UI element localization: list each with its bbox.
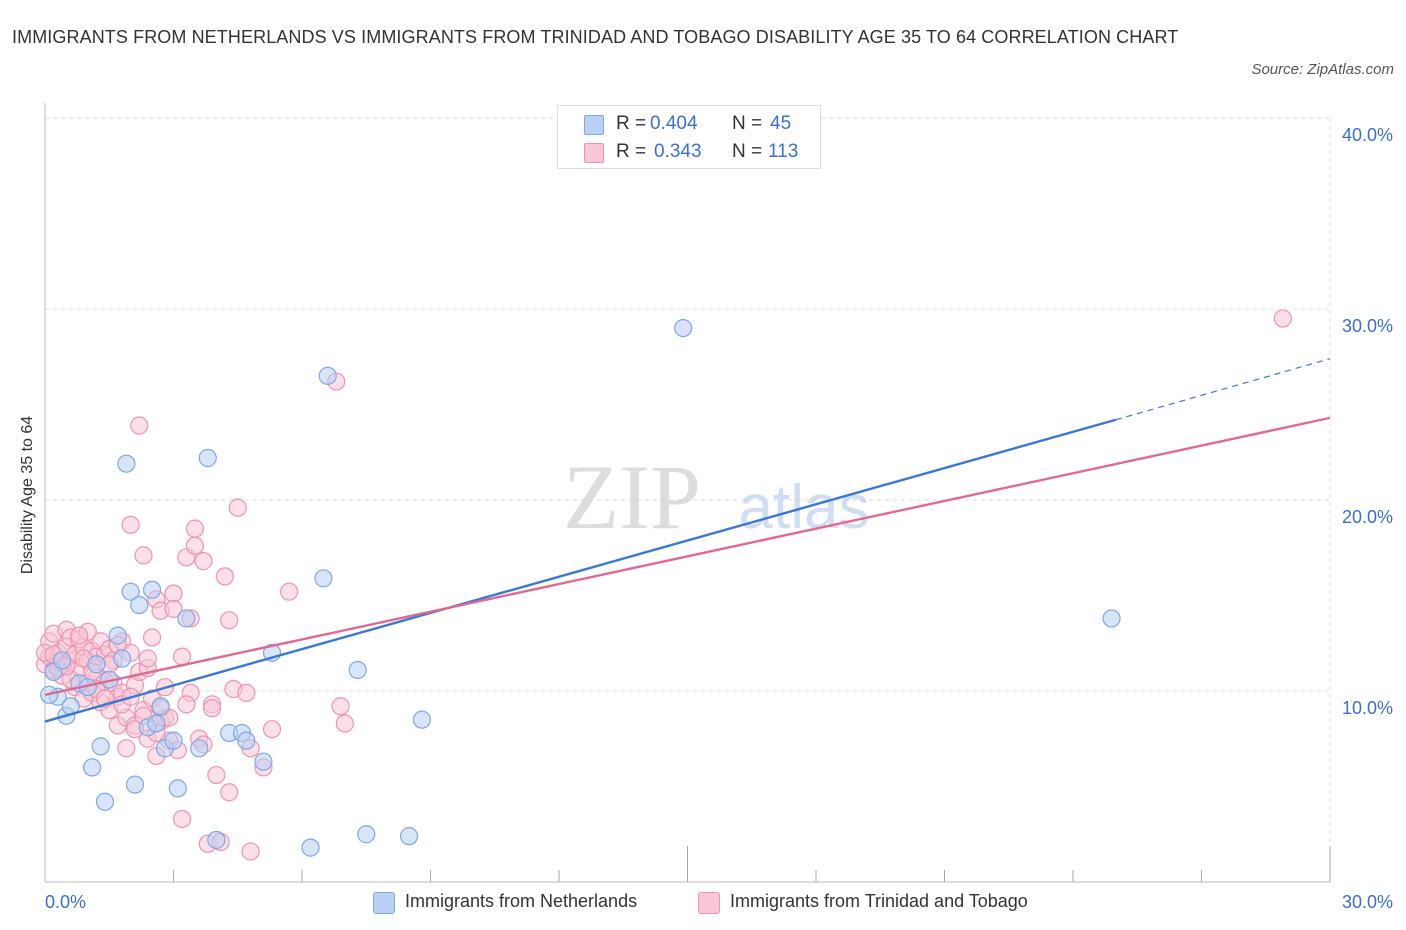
trinidad-point xyxy=(241,842,260,861)
trinidad-point xyxy=(331,697,350,716)
netherlands-point xyxy=(117,454,136,473)
netherlands-point xyxy=(314,569,333,588)
netherlands-point xyxy=(53,651,72,670)
x-tick-label: 0.0% xyxy=(45,892,86,912)
trinidad-point xyxy=(172,647,192,666)
trinidad-point xyxy=(70,626,89,645)
trinidad-point xyxy=(237,683,256,703)
y-tick-label: 40.0% xyxy=(1342,125,1393,145)
netherlands-point xyxy=(1102,609,1121,628)
netherlands-point xyxy=(207,830,226,850)
legend-swatch-blue xyxy=(584,115,604,135)
axis-layer xyxy=(44,103,1331,883)
netherlands-point xyxy=(108,626,127,645)
correlation-legend: R = 0.404 N = 45 R = 0.343 N = 113 xyxy=(557,105,821,169)
tick-label-layer: 10.0% 20.0% 30.0% 40.0% 0.0% 30.0% xyxy=(45,125,1393,912)
y-tick-label: 20.0% xyxy=(1342,507,1393,527)
netherlands-point xyxy=(142,580,162,599)
netherlands-point xyxy=(237,731,256,750)
trinidad-point xyxy=(130,416,149,435)
netherlands-point xyxy=(147,714,166,733)
legend-n-label: N = xyxy=(732,113,763,134)
netherlands-point xyxy=(301,838,320,857)
trinidad-point xyxy=(280,582,299,601)
trinidad-point xyxy=(177,695,196,714)
trinidad-point xyxy=(142,628,162,647)
netherlands-point xyxy=(168,779,187,798)
netherlands-point xyxy=(164,731,183,750)
trinidad-point xyxy=(121,515,140,534)
legend-r-label: R = xyxy=(616,113,647,134)
legend-swatch-pink xyxy=(584,143,604,163)
netherlands-point xyxy=(83,758,102,777)
netherlands-trendline xyxy=(44,418,1117,723)
trinidad-point xyxy=(185,536,205,555)
netherlands-point xyxy=(87,655,106,674)
legend-r-label: R = xyxy=(616,141,647,162)
trinidad-point xyxy=(117,739,136,758)
netherlands-point xyxy=(348,660,367,680)
bottom-legend-swatch-pink xyxy=(698,892,720,914)
legend-r-value: 0.343 xyxy=(654,141,702,162)
trinidad-point xyxy=(215,567,234,586)
netherlands-point xyxy=(318,366,337,385)
legend-n-value: 113 xyxy=(768,141,799,162)
trinidad-point xyxy=(1273,309,1292,328)
watermark-zip: ZIP xyxy=(563,446,701,548)
netherlands-point xyxy=(125,775,145,794)
bottom-legend-label: Immigrants from Trinidad and Tobago xyxy=(730,891,1028,911)
netherlands-point xyxy=(674,319,693,338)
trinidad-point xyxy=(138,649,157,668)
trinidad-point xyxy=(207,765,226,785)
points-layer xyxy=(35,114,1292,861)
trinidad-point xyxy=(134,546,153,565)
netherlands-point xyxy=(151,697,170,716)
netherlands-point xyxy=(121,582,140,601)
chart-title: IMMIGRANTS FROM NETHERLANDS VS IMMIGRANT… xyxy=(12,27,1179,47)
bottom-legend-label: Immigrants from Netherlands xyxy=(405,891,638,911)
netherlands-point xyxy=(254,752,273,771)
trinidad-point xyxy=(185,519,205,538)
trinidad-point xyxy=(202,699,222,718)
trinidad-point xyxy=(164,584,183,603)
trinidad-point xyxy=(194,552,213,571)
trinidad-point xyxy=(164,599,183,618)
trinidad-point xyxy=(220,611,239,630)
trinidad-point xyxy=(228,498,247,517)
netherlands-point xyxy=(357,825,376,844)
netherlands-point xyxy=(91,737,110,756)
trinidad-point xyxy=(172,809,192,829)
netherlands-point xyxy=(95,792,115,811)
trend-layer xyxy=(44,358,1331,723)
source-label: Source: ZipAtlas.com xyxy=(1251,61,1394,78)
trinidad-point xyxy=(262,720,282,739)
netherlands-point xyxy=(130,595,149,615)
bottom-legend-swatch-blue xyxy=(373,892,395,914)
trinidad-trendline xyxy=(44,416,1331,696)
legend-r-value: 0.404 xyxy=(650,113,698,134)
netherlands-point xyxy=(399,827,419,846)
x-tick-label: 30.0% xyxy=(1342,892,1393,912)
trinidad-point xyxy=(220,783,239,802)
netherlands-point xyxy=(177,609,196,628)
netherlands-point xyxy=(412,710,432,729)
netherlands-point xyxy=(112,649,132,668)
trinidad-point xyxy=(335,714,354,733)
netherlands-point xyxy=(198,448,217,468)
y-tick-label: 10.0% xyxy=(1342,698,1393,718)
legend-n-value: 45 xyxy=(770,113,792,134)
legend-n-label: N = xyxy=(732,141,763,162)
netherlands-point xyxy=(190,739,209,758)
y-tick-label: 30.0% xyxy=(1342,316,1393,336)
netherlands-trendline-extension xyxy=(1115,358,1331,421)
